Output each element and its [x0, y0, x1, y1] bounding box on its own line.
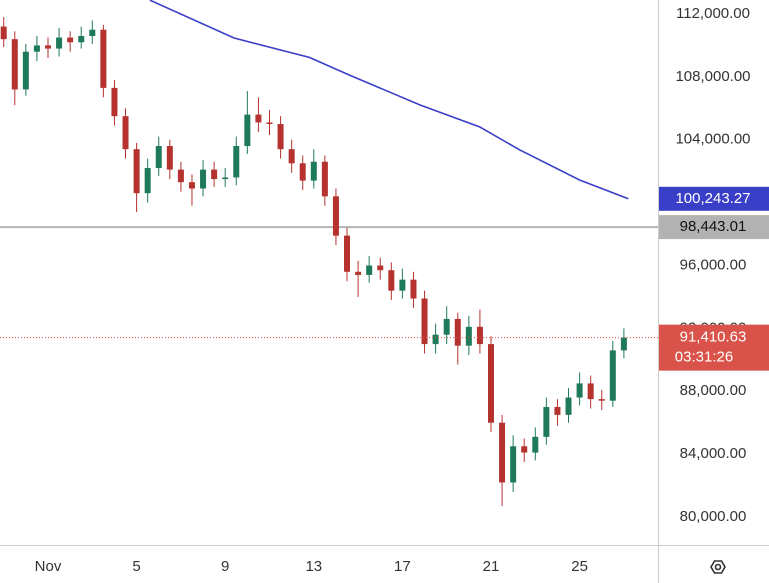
- ma-price-label: 100,243.27: [675, 190, 750, 207]
- candle-body: [277, 124, 284, 150]
- x-tick-label: Nov: [35, 558, 62, 575]
- y-tick-label: 84,000.00: [680, 445, 747, 462]
- candle-body: [355, 271, 362, 275]
- x-tick-label: 13: [305, 558, 322, 575]
- candle-body: [166, 146, 173, 170]
- candle-body: [410, 279, 417, 299]
- candle-body: [532, 436, 539, 453]
- candle-body: [399, 279, 406, 291]
- countdown-label: 03:31:26: [675, 349, 733, 366]
- candle-body: [521, 446, 528, 453]
- last-price-badge: [659, 324, 769, 371]
- y-tick-label: 108,000.00: [675, 68, 750, 85]
- y-tick-label: 88,000.00: [680, 382, 747, 399]
- candle-body: [510, 446, 517, 483]
- candle-body: [44, 45, 51, 49]
- candle-body: [244, 114, 251, 147]
- x-tick-label: 21: [483, 558, 500, 575]
- candle-body: [321, 161, 328, 197]
- moving-average-line: [149, 0, 629, 200]
- y-tick-label: 112,000.00: [676, 5, 750, 22]
- candle-body: [56, 37, 63, 49]
- x-tick-label: 9: [221, 558, 229, 575]
- candle-body: [332, 196, 339, 236]
- candle-body: [111, 87, 118, 117]
- candle-body: [100, 29, 107, 88]
- x-tick-label: 5: [132, 558, 140, 575]
- settings-hexagon[interactable]: [710, 560, 726, 574]
- candle-body: [344, 235, 351, 272]
- candle-body: [388, 270, 395, 291]
- candle-body: [421, 298, 428, 345]
- candle-body: [211, 169, 218, 180]
- candle-body: [443, 318, 450, 335]
- candle-body: [609, 350, 616, 401]
- candle-body: [266, 122, 273, 125]
- candle-body: [255, 114, 262, 123]
- candle-body: [565, 397, 572, 415]
- candle-body: [598, 399, 605, 401]
- candle-body: [476, 326, 483, 345]
- candle-body: [377, 265, 384, 271]
- candle-body: [22, 51, 29, 90]
- candle-body: [543, 406, 550, 437]
- candle-body: [0, 26, 7, 40]
- candle-body: [11, 39, 18, 90]
- candle-body: [620, 337, 627, 351]
- x-tick-label: 25: [571, 558, 588, 575]
- candle-body: [33, 45, 40, 52]
- x-tick-label: 17: [394, 558, 411, 575]
- y-tick-label: 96,000.00: [680, 256, 747, 273]
- candle-body: [587, 383, 594, 400]
- candle-body: [465, 326, 472, 346]
- candle-body: [78, 35, 85, 43]
- candle-body: [487, 344, 494, 423]
- candle-body: [576, 383, 583, 398]
- settings-icon[interactable]: [710, 560, 726, 574]
- candle-body: [366, 265, 373, 275]
- last-price-label: 91,410.63: [680, 329, 747, 346]
- candle-body: [233, 146, 240, 178]
- candle-body: [454, 318, 461, 346]
- candle-body: [288, 149, 295, 164]
- y-tick-label: 80,000.00: [680, 508, 747, 525]
- candle-body: [554, 406, 561, 415]
- level-price-badge: [659, 215, 769, 240]
- candle-body: [188, 182, 195, 189]
- candle-body: [155, 146, 162, 169]
- y-tick-label: 104,000.00: [675, 131, 750, 148]
- candle-body: [133, 149, 140, 194]
- candle-body: [299, 163, 306, 181]
- ma-price-badge: [659, 186, 769, 211]
- candle-body: [222, 177, 229, 180]
- level-price-label: 98,443.01: [680, 218, 747, 235]
- candle-body: [310, 161, 317, 181]
- candle-body: [177, 169, 184, 183]
- candle-body: [200, 169, 207, 189]
- candle-body: [499, 422, 506, 483]
- candle-body: [144, 168, 151, 194]
- settings-dot[interactable]: [714, 563, 722, 571]
- candle-body: [432, 334, 439, 345]
- candle-body: [67, 37, 74, 43]
- candle-body: [89, 29, 96, 36]
- candle-body: [122, 116, 129, 150]
